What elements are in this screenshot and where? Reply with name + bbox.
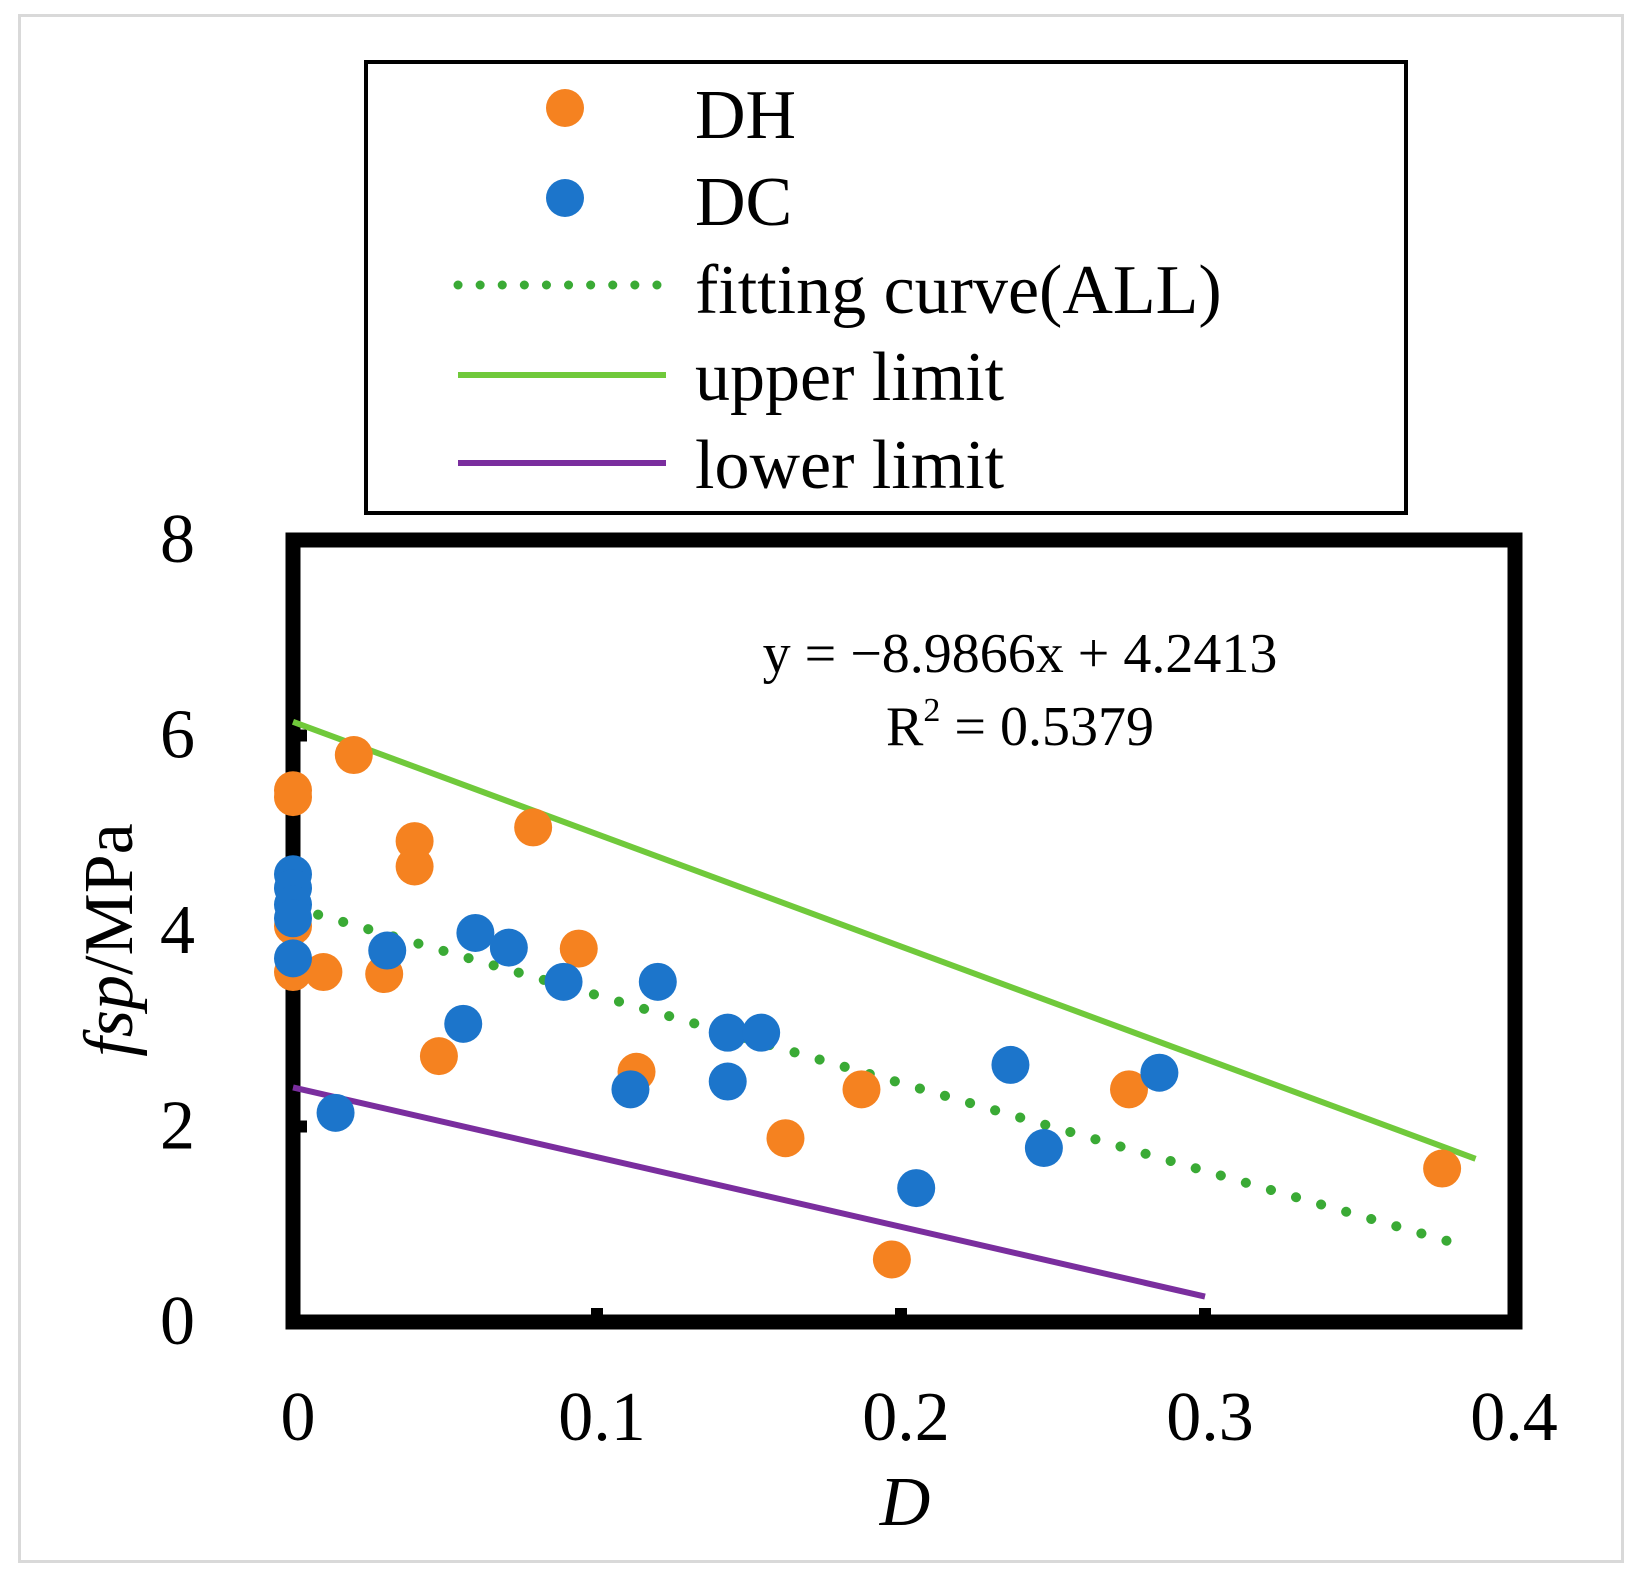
- dc-point: [638, 962, 677, 1001]
- dc-point: [368, 931, 407, 970]
- x-tick-label: 0.2: [862, 1379, 950, 1456]
- r-squared-sup: 2: [923, 692, 940, 729]
- dc-point: [897, 1169, 936, 1208]
- dh-point: [766, 1119, 805, 1158]
- r-squared-label: R: [886, 696, 924, 758]
- y-tick-label: 8: [160, 501, 195, 578]
- dh-point: [514, 808, 553, 847]
- dc-point: [708, 1062, 747, 1101]
- upper-limit-line: [291, 719, 1477, 1162]
- series-points: [274, 736, 1462, 1279]
- dh-point: [274, 778, 312, 817]
- legend-label-upper: upper limit: [695, 339, 1005, 416]
- dc-point: [544, 962, 583, 1001]
- dc-point: [456, 913, 495, 952]
- y-tick-label: 2: [160, 1088, 195, 1165]
- legend-label-lower: lower limit: [695, 427, 1005, 504]
- legend-marker-dh: [546, 89, 584, 127]
- legend-label-dh: DH: [695, 77, 796, 154]
- dc-point: [274, 939, 312, 978]
- dc-point: [1140, 1053, 1179, 1092]
- legend: DH DC fitting curve(ALL) upper limit low…: [364, 60, 1408, 515]
- legend-marker-dc: [546, 179, 584, 217]
- dh-point: [872, 1240, 911, 1279]
- dc-point: [274, 899, 312, 938]
- x-tick-label: 0.1: [558, 1379, 646, 1456]
- y-tick-label: 6: [160, 697, 195, 774]
- r-squared: R2 = 0.5379: [886, 692, 1154, 758]
- x-axis-title: D: [879, 1464, 931, 1541]
- legend-label-dc: DC: [695, 164, 792, 241]
- dh-point: [304, 953, 343, 992]
- legend-box: [364, 60, 1408, 515]
- fit-equation: y = −8.9866x + 4.2413: [763, 623, 1278, 685]
- y-axis-title: fsp/MPa: [71, 823, 148, 1056]
- figure-frame: [18, 14, 1624, 1563]
- dc-point: [1024, 1129, 1063, 1168]
- legend-label-fit: fitting curve(ALL): [695, 252, 1222, 329]
- dh-point: [334, 736, 373, 775]
- x-tick-label: 0: [281, 1379, 316, 1456]
- dh-point: [395, 847, 434, 886]
- y-tick-label: 4: [160, 892, 195, 969]
- dc-point: [444, 1004, 483, 1043]
- tick-labels: 0 2 4 6 8 0 0.1 0.2 0.3 0.4: [160, 501, 1558, 1456]
- lower-limit-line: [292, 1084, 1206, 1300]
- r-squared-value: = 0.5379: [940, 696, 1154, 758]
- dh-point: [1423, 1149, 1462, 1188]
- dc-point: [708, 1013, 747, 1052]
- dc-point: [742, 1013, 781, 1052]
- y-tick-label: 0: [160, 1283, 195, 1360]
- dc-point: [489, 928, 528, 967]
- dh-point: [559, 929, 598, 968]
- y-axis-title-italic: fsp: [71, 975, 148, 1057]
- y-axis-title-unit: /MPa: [71, 823, 148, 975]
- dc-point: [316, 1093, 355, 1132]
- x-tick-label: 0.4: [1470, 1379, 1558, 1456]
- x-tick-label: 0.3: [1166, 1379, 1254, 1456]
- dh-point: [842, 1070, 881, 1109]
- dc-point: [991, 1045, 1030, 1084]
- dc-point: [611, 1070, 650, 1109]
- dh-point: [419, 1037, 458, 1076]
- dh-point: [1110, 1070, 1148, 1109]
